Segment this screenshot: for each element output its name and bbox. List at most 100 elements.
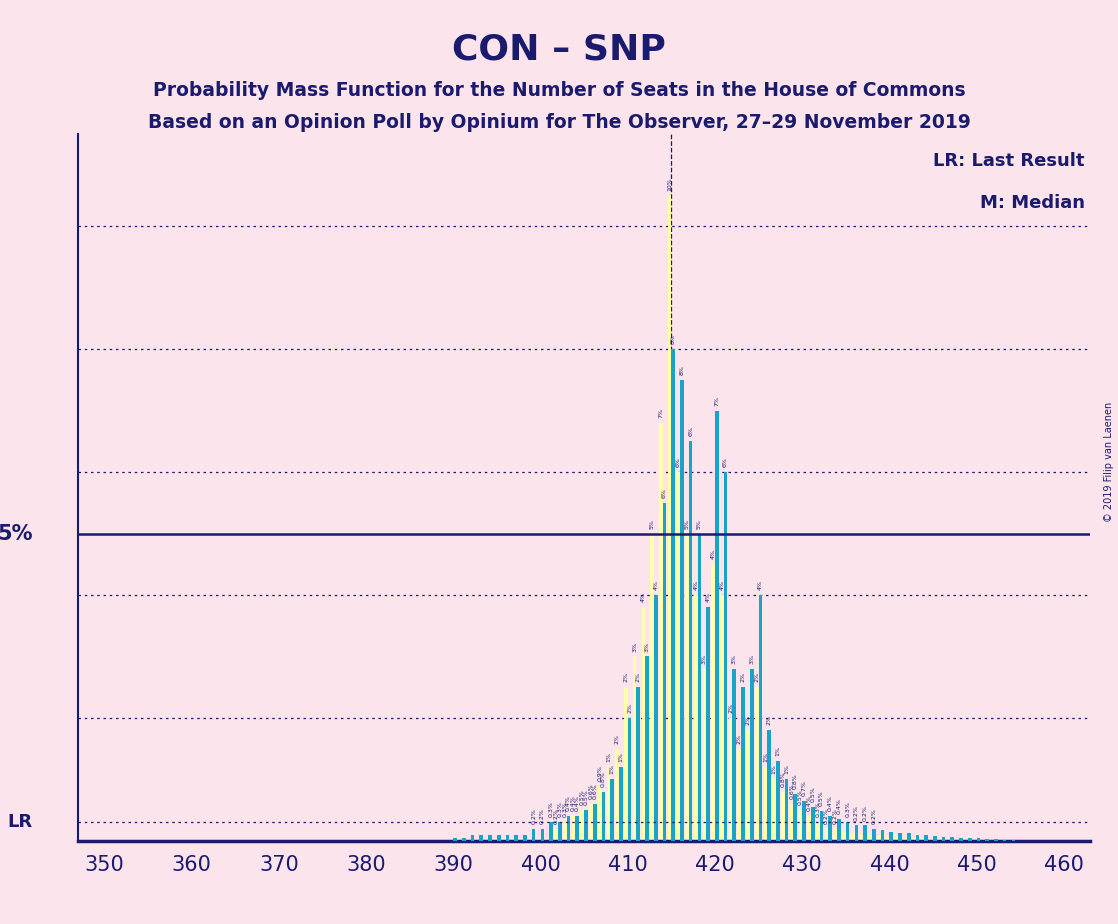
Bar (773, 779, 776, 841)
Text: 2%: 2% (636, 673, 641, 682)
Text: 0.6%: 0.6% (593, 784, 597, 799)
Bar (645, 656, 648, 841)
Bar (938, 839, 941, 841)
Bar (585, 810, 588, 841)
Text: 0.8%: 0.8% (601, 771, 606, 786)
Bar (854, 825, 859, 841)
Bar (558, 822, 561, 841)
Text: 0.8%: 0.8% (780, 771, 786, 786)
Bar (885, 836, 890, 841)
Bar (916, 834, 919, 841)
Text: 2%: 2% (746, 715, 750, 725)
Bar (785, 779, 788, 841)
Bar (833, 829, 837, 841)
Bar (607, 767, 610, 841)
Bar (723, 472, 728, 841)
Bar (985, 839, 989, 841)
Text: 3%: 3% (732, 654, 737, 663)
Bar (767, 730, 771, 841)
Bar (471, 834, 474, 841)
Text: 0.2%: 0.2% (863, 805, 868, 821)
Bar (877, 836, 881, 841)
Bar (628, 718, 632, 841)
Text: 3%: 3% (749, 654, 755, 663)
Text: 0.5%: 0.5% (819, 791, 824, 807)
Text: 8%: 8% (671, 334, 675, 345)
Text: 0.4%: 0.4% (806, 796, 812, 811)
Bar (755, 687, 759, 841)
Bar (685, 533, 689, 841)
Bar (807, 816, 811, 841)
Bar (633, 656, 636, 841)
Bar (956, 840, 959, 841)
Text: 0.9%: 0.9% (597, 765, 603, 781)
Text: 1%: 1% (618, 752, 624, 762)
Text: 0.3%: 0.3% (845, 802, 850, 818)
Bar (663, 503, 666, 841)
Bar (732, 669, 736, 841)
Text: 5%: 5% (697, 518, 702, 529)
Text: 0.2%: 0.2% (531, 808, 537, 823)
Bar (707, 607, 710, 841)
Bar (593, 804, 597, 841)
Bar (837, 820, 841, 841)
Bar (816, 822, 819, 841)
Bar (672, 349, 675, 841)
Bar (846, 822, 850, 841)
Bar (819, 811, 823, 841)
Bar (811, 807, 815, 841)
Text: LR: Last Result: LR: Last Result (934, 152, 1084, 170)
Bar (950, 837, 954, 841)
Text: 0.4%: 0.4% (827, 796, 833, 811)
Bar (540, 829, 544, 841)
Bar (514, 834, 518, 841)
Text: 0.2%: 0.2% (871, 808, 877, 823)
Text: 4%: 4% (711, 550, 716, 559)
Bar (898, 833, 902, 841)
Bar (615, 748, 619, 841)
Text: 5%: 5% (650, 518, 655, 529)
Text: 0.3%: 0.3% (562, 802, 567, 818)
Bar (872, 829, 875, 841)
Bar (851, 833, 854, 841)
Bar (903, 838, 907, 841)
Bar (738, 748, 741, 841)
Text: 10%: 10% (667, 176, 672, 190)
Bar (462, 838, 466, 841)
Bar (881, 830, 884, 841)
Text: 2%: 2% (755, 673, 759, 682)
Text: 0.3%: 0.3% (549, 802, 553, 818)
Bar (576, 816, 579, 841)
Bar (968, 838, 972, 841)
Bar (680, 380, 684, 841)
Text: 0.2%: 0.2% (824, 808, 830, 823)
Bar (571, 816, 576, 841)
Text: 2%: 2% (615, 734, 619, 744)
Bar (750, 669, 754, 841)
Bar (489, 834, 492, 841)
Bar (689, 442, 692, 841)
Text: 1%: 1% (776, 747, 780, 756)
Bar (934, 836, 937, 841)
Bar (789, 804, 794, 841)
Text: 0.5%: 0.5% (584, 789, 588, 805)
Text: Based on an Opinion Poll by Opinium for The Observer, 27–29 November 2019: Based on an Opinion Poll by Opinium for … (148, 113, 970, 132)
Bar (759, 595, 762, 841)
Text: 1%: 1% (771, 764, 777, 774)
Bar (698, 533, 701, 841)
Bar (1003, 840, 1006, 841)
Bar (636, 687, 641, 841)
Bar (959, 838, 963, 841)
Text: 6%: 6% (689, 427, 693, 436)
Bar (828, 816, 832, 841)
Text: 0.3%: 0.3% (815, 802, 821, 818)
Bar (869, 834, 872, 841)
Bar (894, 837, 898, 841)
Bar (863, 825, 866, 841)
Bar (941, 836, 946, 841)
Bar (580, 810, 585, 841)
Text: 4%: 4% (693, 580, 699, 590)
Bar (555, 829, 558, 841)
Text: 0.3%: 0.3% (557, 802, 562, 818)
Bar (532, 829, 536, 841)
